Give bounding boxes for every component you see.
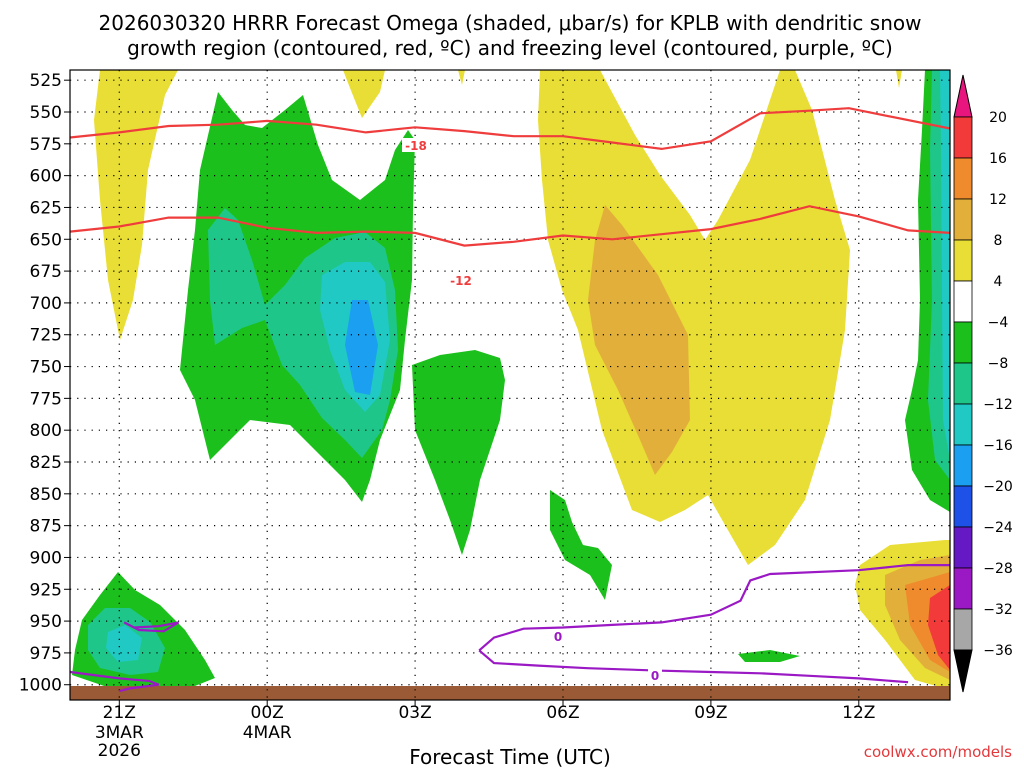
x-tick-label: 3MAR <box>95 723 144 743</box>
colorbar-swatch <box>953 198 973 241</box>
contour-lines <box>69 107 951 693</box>
omega-shade-negative-3 <box>550 490 612 600</box>
y-tick-label: 950 <box>30 612 62 632</box>
x-tick-label: 00Z <box>251 703 284 723</box>
colorbar-top-arrow <box>953 74 973 118</box>
omega-shade-positive-6 <box>896 70 902 88</box>
omega-shade-negative-12-16-b <box>106 625 142 662</box>
y-tick-label: 1000 <box>19 676 62 696</box>
y-tick-label: 975 <box>30 644 62 664</box>
omega-shade-positive-1 <box>94 70 178 340</box>
colorbar: 20 16 12 8 4 −4 −8 −12 −16 −20 −24 −28 −32 −36 <box>953 74 1013 693</box>
colorbar-swatch <box>953 444 973 487</box>
grid <box>64 70 950 706</box>
omega-shade-positive-3 <box>458 70 465 85</box>
y-tick-label: 525 <box>30 71 62 91</box>
x-tick-label: 12Z <box>842 703 875 723</box>
x-tick-label: 21Z <box>103 703 136 723</box>
colorbar-tick-label: −24 <box>983 520 1013 536</box>
omega-shade-positive-2 <box>343 70 385 118</box>
contour-label-freezing-b: 0 <box>651 669 659 683</box>
x-tick-label: 4MAR <box>243 723 292 743</box>
chart-title-line-2: growth region (contoured, red, ºC) and f… <box>127 36 893 60</box>
ground-terrain <box>70 686 950 700</box>
x-tick-label: 03Z <box>398 703 431 723</box>
y-tick-label: 675 <box>30 262 62 282</box>
omega-shade-negative-12-16-c <box>940 70 950 460</box>
colorbar-tick-label: 20 <box>989 110 1007 126</box>
omega-shade-negative-2 <box>412 350 505 555</box>
y-tick-label: 575 <box>30 135 62 155</box>
omega-shade-negative-4 <box>738 650 800 662</box>
colorbar-swatch <box>953 362 973 405</box>
colorbar-swatch <box>953 321 973 364</box>
contour-line-3 <box>478 564 950 652</box>
colorbar-swatch <box>953 116 973 159</box>
y-tick-label: 850 <box>30 485 62 505</box>
y-tick-label: 650 <box>30 230 62 250</box>
y-tick-label: 550 <box>30 103 62 123</box>
colorbar-tick-label: 16 <box>989 151 1007 167</box>
colorbar-tick-label: 8 <box>994 233 1003 249</box>
colorbar-tick-label: −28 <box>983 561 1013 577</box>
y-tick-label: 900 <box>30 548 62 568</box>
colorbar-swatch <box>953 403 973 446</box>
colorbar-swatch <box>953 239 973 282</box>
contour-line-2 <box>69 205 951 247</box>
y-tick-label: 825 <box>30 453 62 473</box>
y-tick-label: 725 <box>30 326 62 346</box>
contour-label-group: -18 -12 0 0 <box>402 138 662 683</box>
colorbar-swatch <box>953 608 973 651</box>
colorbar-bottom-arrow <box>953 649 973 693</box>
colorbar-swatch <box>953 157 973 200</box>
credit-text: coolwx.com/models <box>864 743 1012 761</box>
contour-line-1 <box>69 107 951 151</box>
y-tick-label: 700 <box>30 294 62 314</box>
omega-shade-positive-8-12 <box>588 205 690 475</box>
contour-label-minus12: -12 <box>450 274 472 288</box>
colorbar-tick-label: −16 <box>983 438 1013 454</box>
colorbar-tick-label: −8 <box>988 356 1009 372</box>
colorbar-swatch <box>953 567 973 610</box>
x-tick-label: 2026 <box>98 741 141 761</box>
chart-title-line-1: 2026030320 HRRR Forecast Omega (shaded, … <box>99 11 922 35</box>
contour-line-freezing-small <box>123 621 180 633</box>
plot-area <box>70 70 950 700</box>
omega-shade-positive-16-20 <box>928 585 950 670</box>
y-tick-label: 625 <box>30 198 62 218</box>
omega-shade-positive-4 <box>538 70 850 565</box>
colorbar-tick-label: −32 <box>983 602 1013 618</box>
colorbar-swatch <box>953 526 973 569</box>
contour-label-freezing-a: 0 <box>554 630 562 644</box>
colorbar-tick-label: 12 <box>989 192 1007 208</box>
colorbar-swatch <box>953 485 973 528</box>
colorbar-tick-label: −4 <box>988 315 1009 331</box>
y-tick-label: 750 <box>30 358 62 378</box>
x-tick-label: 09Z <box>694 703 727 723</box>
y-tick-label: 775 <box>30 389 62 409</box>
omega-shade-negative-16-20 <box>345 300 378 395</box>
y-tick-label: 800 <box>30 421 62 441</box>
y-tick-label: 600 <box>30 167 62 187</box>
colorbar-tick-label: −36 <box>983 643 1013 659</box>
contour-line-freezing-lower <box>478 649 909 684</box>
x-axis-label: Forecast Time (UTC) <box>409 745 611 768</box>
colorbar-tick-label: 4 <box>994 274 1003 290</box>
y-tick-label: 925 <box>30 580 62 600</box>
contour-label-minus18: -18 <box>405 139 427 153</box>
y-axis-tick-labels: 525 550 575 600 625 650 675 700 725 750 775 800 825 8… <box>19 71 62 696</box>
y-tick-label: 875 <box>30 517 62 537</box>
plot-frame <box>69 69 951 701</box>
contour-line-freezing-left <box>69 670 160 693</box>
colorbar-tick-label: −12 <box>983 397 1013 413</box>
colorbar-swatch <box>953 280 973 323</box>
colorbar-tick-label: −20 <box>983 479 1013 495</box>
x-tick-label: 06Z <box>546 703 579 723</box>
